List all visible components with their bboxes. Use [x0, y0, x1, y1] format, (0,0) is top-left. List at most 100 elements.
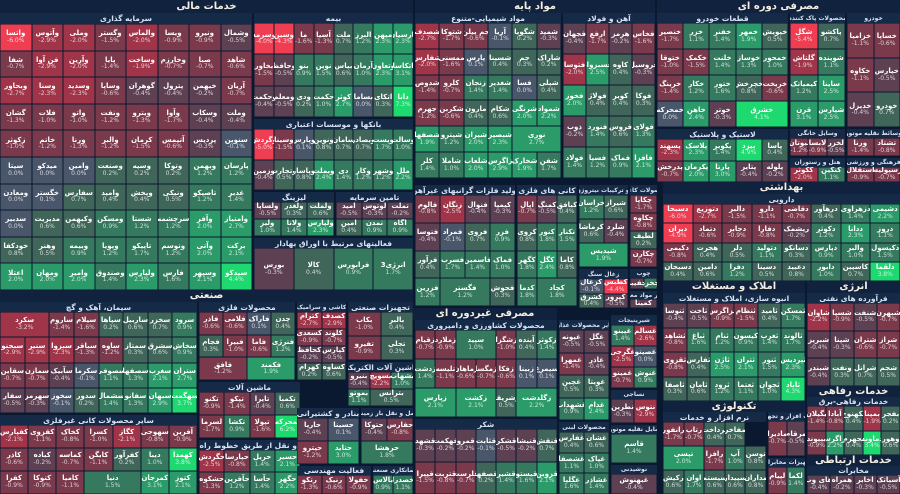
stock-tile[interactable]: سمتاز 0.3% — [123, 337, 148, 363]
stock-tile[interactable]: لطیف 0.2% — [630, 231, 657, 249]
stock-tile[interactable]: سبجنو -2.9% — [0, 337, 25, 363]
stock-tile[interactable]: تاصیکو 1.2% — [189, 183, 221, 211]
stock-tile[interactable]: سدور 0.2% — [73, 387, 99, 413]
stock-tile[interactable]: کشرق 0.4% — [579, 293, 604, 308]
stock-tile[interactable]: تکشا 0.9% — [224, 415, 250, 438]
stock-tile[interactable]: شاراک 0.2% — [536, 48, 561, 75]
stock-tile[interactable]: خمحور 1.0% — [761, 49, 788, 75]
stock-tile[interactable]: کلر 1.4% — [415, 152, 440, 178]
stock-tile[interactable]: کاوه 0.4% — [609, 54, 632, 85]
stock-tile[interactable]: حگردش -2.5% — [199, 450, 225, 472]
stock-tile[interactable]: دابور 1.0% — [811, 261, 841, 281]
stock-tile[interactable]: ثعتما 1.1% — [733, 376, 758, 401]
stock-tile[interactable]: بنو 0.9% — [293, 54, 314, 86]
stock-tile[interactable]: واتسا -6.0% — [0, 24, 32, 51]
stock-tile[interactable]: خبهمن -0.2% — [189, 77, 221, 104]
stock-tile[interactable]: ثجوان 1.0% — [757, 376, 782, 401]
stock-tile[interactable]: قثابت -0.1% — [475, 429, 497, 462]
stock-tile[interactable]: بشهاب 1.0% — [391, 372, 413, 389]
stock-tile[interactable]: وزمین -0.4% — [254, 159, 274, 190]
stock-tile[interactable]: فاراک 0.1% — [247, 312, 271, 335]
stock-tile[interactable]: کهرام 0.2% — [297, 363, 322, 380]
stock-tile[interactable]: بکاب -1.0% — [348, 312, 381, 336]
stock-tile[interactable]: شجم 0.5% — [876, 358, 900, 386]
stock-tile[interactable]: کگاز -2.1% — [112, 425, 141, 448]
stock-tile[interactable]: فجام 0.3% — [199, 334, 223, 358]
stock-tile[interactable]: کقزوی -1.1% — [28, 425, 57, 448]
stock-tile[interactable]: فتوسا -2.0% — [563, 54, 586, 85]
stock-tile[interactable]: تکنو -0.9% — [199, 392, 225, 415]
stock-tile[interactable]: سپیدار 0.6% — [724, 470, 746, 494]
stock-tile[interactable]: چفیبر — [630, 278, 644, 289]
stock-tile[interactable]: لخزر -0.5% — [826, 138, 845, 156]
stock-tile[interactable]: کتوز 2.1% — [168, 471, 197, 494]
stock-tile[interactable]: پکویر 1.4% — [709, 139, 736, 161]
stock-tile[interactable]: کاذر -0.6% — [0, 448, 29, 471]
stock-tile[interactable]: وآتوس -2.9% — [31, 24, 63, 51]
stock-tile[interactable]: فاذر -0.6% — [199, 312, 223, 335]
stock-tile[interactable]: شوینده 1.1% — [817, 49, 845, 75]
stock-tile[interactable]: زشگزا -1.0% — [496, 330, 517, 359]
stock-tile[interactable]: سهرمز -0.3% — [24, 387, 50, 413]
stock-tile[interactable]: گنگین 1.1% — [817, 167, 845, 182]
stock-tile[interactable]: کسعدی -0.9% — [297, 329, 322, 346]
stock-tile[interactable]: حکمت 1.0% — [313, 85, 334, 117]
stock-tile[interactable]: غنوش 0.9% — [634, 367, 657, 388]
stock-tile[interactable]: ثامان 0.6% — [686, 376, 711, 401]
stock-tile[interactable]: تکنار 1.5% — [556, 222, 577, 251]
stock-tile[interactable]: سپید 1.0% — [455, 330, 497, 359]
stock-tile[interactable]: ثاصفا 0.3% — [663, 376, 687, 401]
stock-tile[interactable]: سشمال 1.4% — [98, 387, 124, 413]
stock-tile[interactable]: حشکوه -1.3% — [199, 472, 225, 494]
stock-tile[interactable]: رافزا -1.7% — [704, 446, 725, 470]
stock-tile[interactable]: فروی 0.7% — [465, 222, 490, 251]
stock-tile[interactable]: کپرور -0.5% — [603, 293, 628, 308]
stock-tile[interactable]: فکمند 1.9% — [247, 357, 295, 380]
stock-tile[interactable]: دپارس 0.9% — [811, 242, 841, 262]
stock-tile[interactable]: تپکو -1.4% — [224, 392, 250, 415]
stock-tile[interactable]: ولغدر 0.3% — [280, 202, 308, 219]
stock-tile[interactable]: پاسا 0.4% — [761, 139, 788, 161]
stock-tile[interactable]: دجابر -0.9% — [722, 223, 752, 243]
stock-tile[interactable]: آسیاتک -0.5% — [876, 475, 900, 494]
stock-tile[interactable]: کفرآور 0.2% — [112, 448, 141, 471]
stock-tile[interactable]: شرانل 0.7% — [853, 358, 877, 386]
stock-tile[interactable]: خودرو 0.7% — [873, 92, 900, 127]
stock-tile[interactable]: بالبر 0.4% — [380, 312, 413, 336]
stock-tile[interactable]: کاما 0.8% — [556, 250, 577, 279]
stock-tile[interactable]: ساروم -1.4% — [49, 312, 74, 338]
stock-tile[interactable]: چکارن -0.7% — [630, 249, 657, 267]
stock-tile[interactable]: کدما 1.8% — [517, 278, 537, 306]
stock-tile[interactable]: های وب-0.4% — [807, 475, 831, 494]
stock-tile[interactable]: شپدیس 1.9% — [579, 243, 628, 267]
stock-tile[interactable]: برکت 2.1% — [220, 236, 252, 264]
stock-tile[interactable]: خگستر 0.1% — [31, 183, 63, 211]
stock-tile[interactable]: وسدید -2.3% — [63, 77, 95, 104]
stock-tile[interactable]: خپارس -0.5% — [873, 57, 900, 93]
stock-tile[interactable]: شسپا -0.9% — [830, 303, 854, 331]
stock-tile[interactable]: وبملت 2.4% — [313, 159, 334, 190]
stock-tile[interactable]: ولپارس 2.3% — [307, 219, 334, 236]
stock-tile[interactable]: شبهرن -0.7% — [876, 303, 900, 331]
stock-tile[interactable]: وپست 1.7% — [373, 129, 394, 160]
stock-tile[interactable]: فسا 0.0% — [512, 74, 537, 101]
stock-tile[interactable]: ومعادن 0.0% — [0, 183, 32, 211]
stock-tile[interactable]: ذوب -0.2% — [563, 116, 586, 147]
stock-tile[interactable]: ونیکی 0.5% — [157, 183, 189, 211]
stock-tile[interactable]: پارسیان2.3% — [393, 23, 413, 55]
stock-tile[interactable]: فارس 1.6% — [157, 263, 189, 290]
stock-tile[interactable]: شفارس -2.0% — [415, 48, 440, 75]
stock-tile[interactable]: بخاور -1.5% — [254, 54, 274, 86]
stock-tile[interactable]: دعبید 0.8% — [781, 261, 812, 281]
stock-tile[interactable]: ثاژن 2.5% — [710, 352, 734, 377]
stock-tile[interactable]: کگل 2.4% — [536, 250, 557, 279]
stock-tile[interactable]: تاپیکو 1.7% — [126, 236, 158, 264]
stock-tile[interactable]: فلات -1.0% — [31, 103, 63, 131]
stock-tile[interactable]: کرماشا 0.6% — [579, 219, 604, 243]
stock-tile[interactable]: ثرود 1.2% — [710, 376, 734, 401]
stock-tile[interactable]: شراز -0.7% — [876, 330, 900, 359]
stock-tile[interactable]: شدوص -1.4% — [415, 74, 440, 101]
stock-tile[interactable]: فوکا 0.3% — [632, 85, 655, 116]
stock-tile[interactable]: فولاد 1.4% — [563, 147, 586, 178]
stock-tile[interactable]: دروز 1.1% — [870, 223, 900, 243]
